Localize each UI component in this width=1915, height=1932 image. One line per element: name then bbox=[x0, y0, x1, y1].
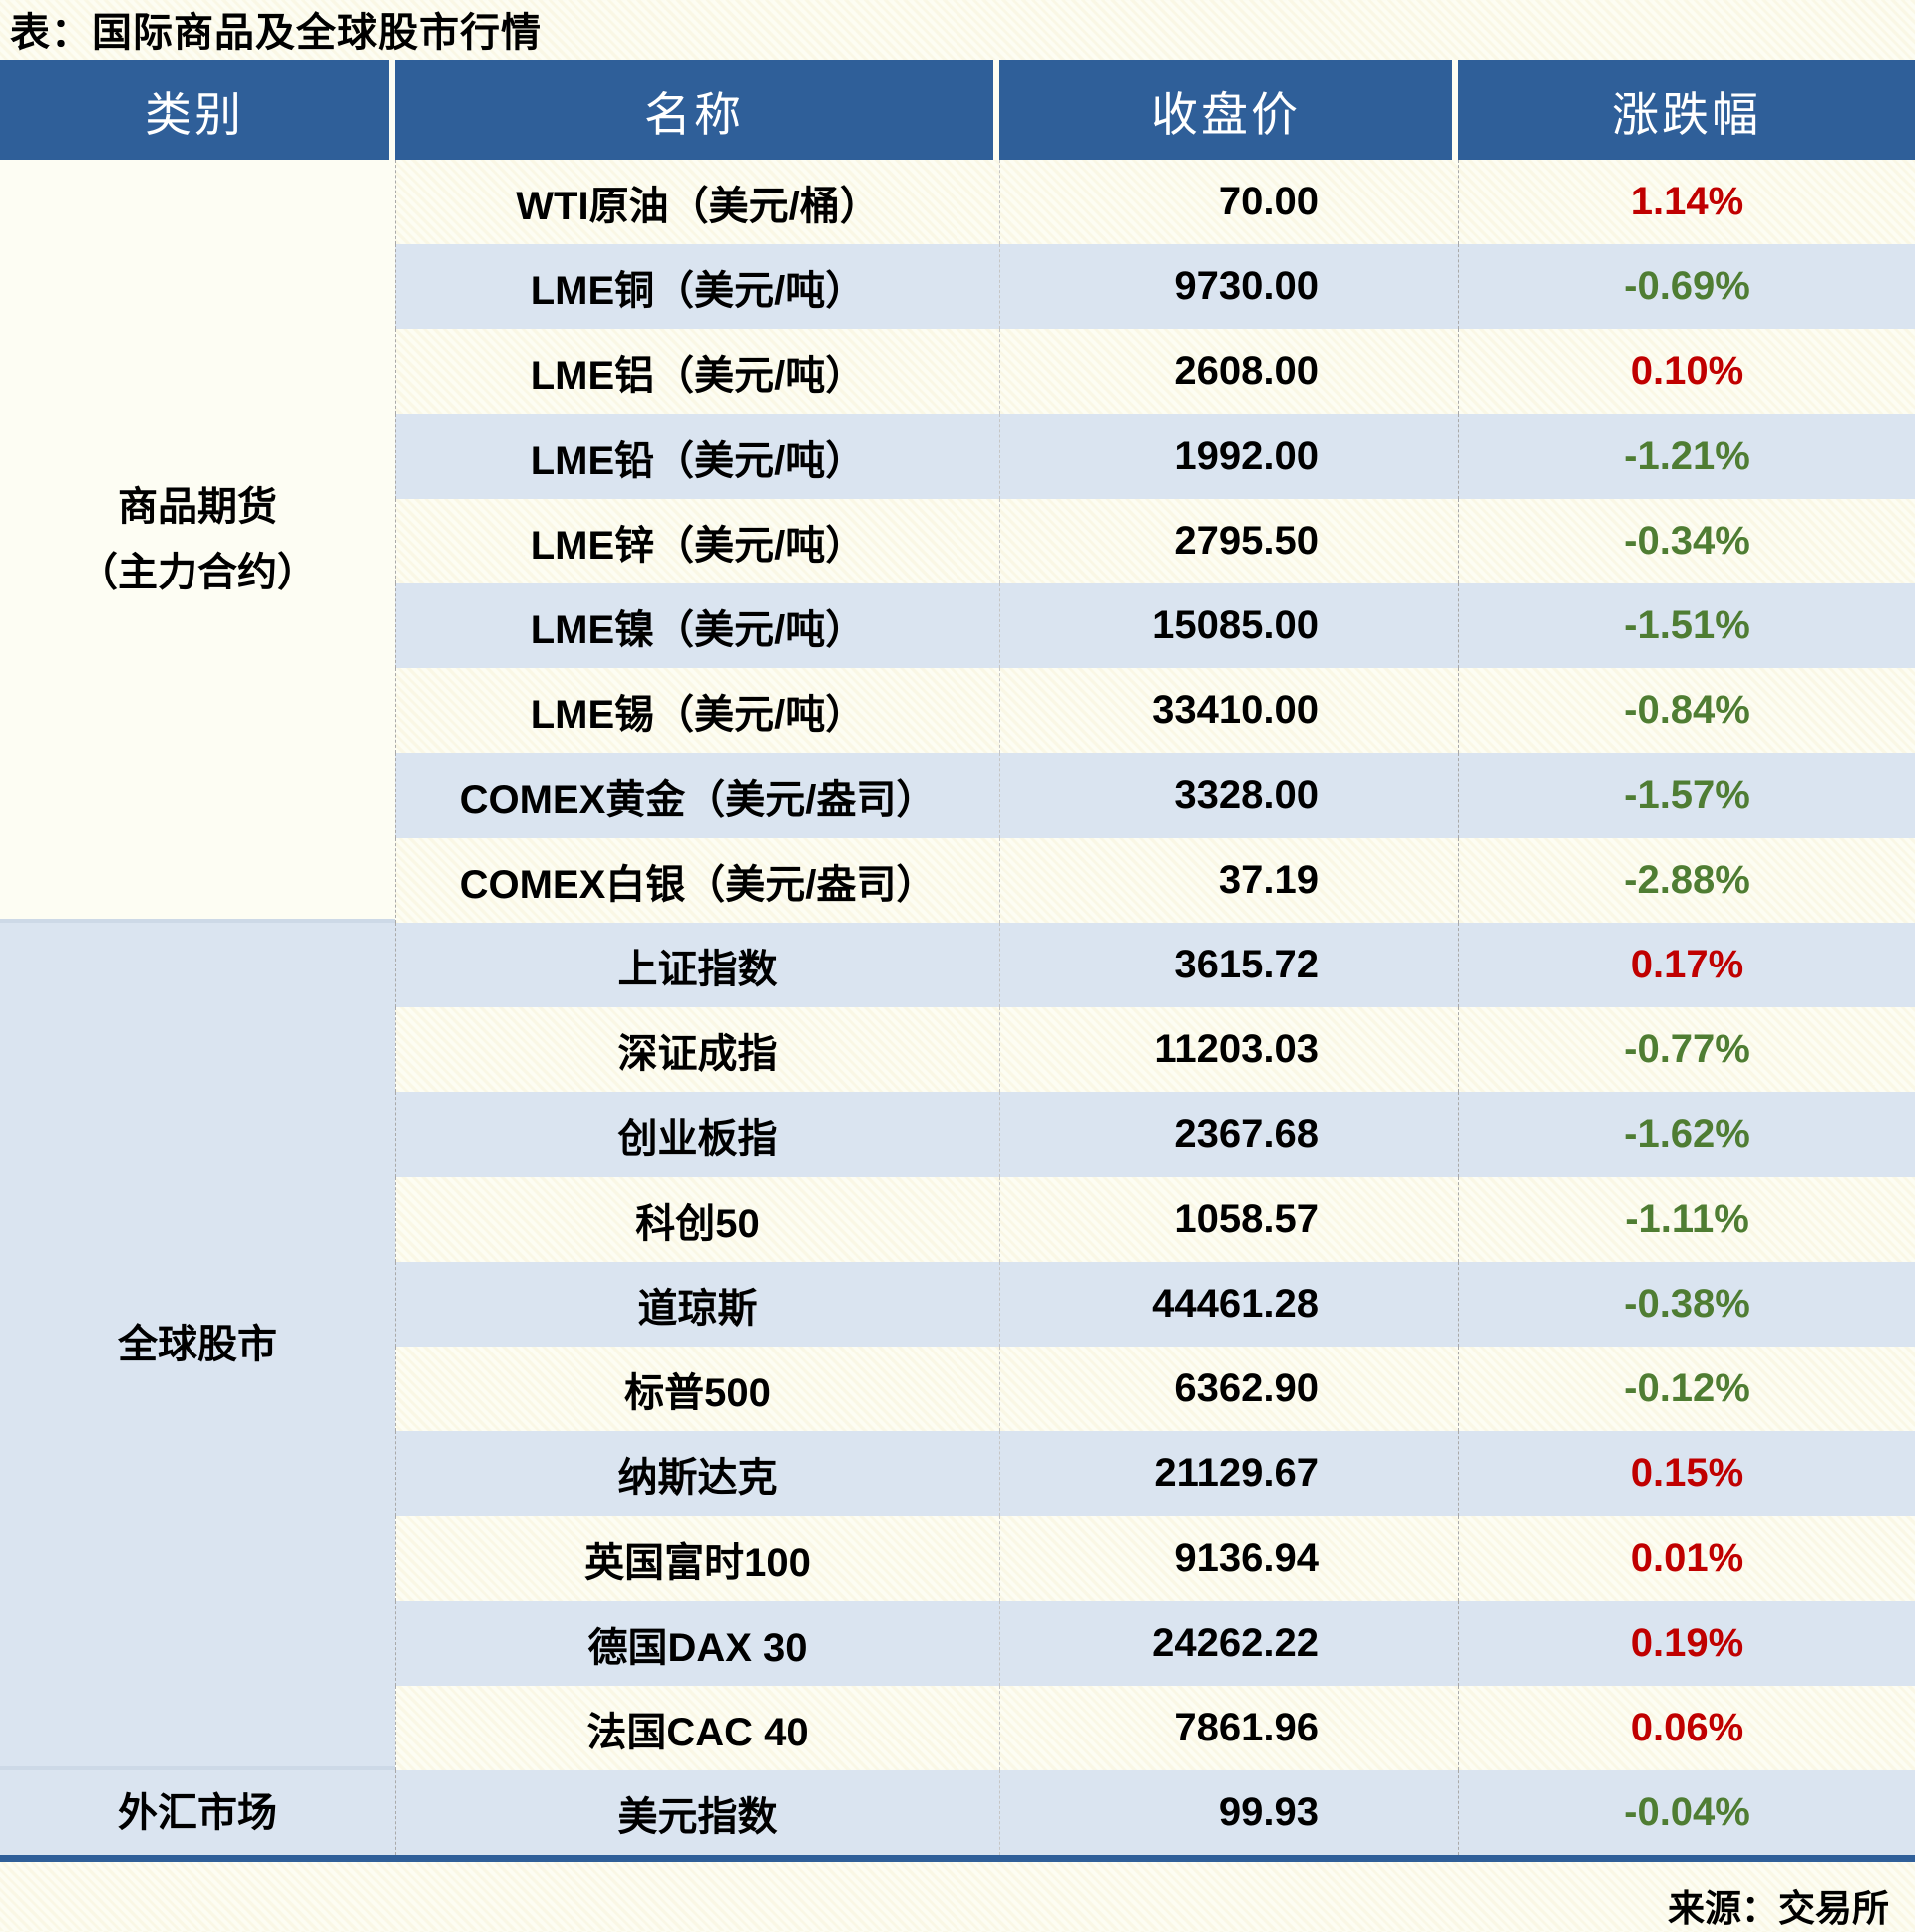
table-row: COMEX黄金（美元/盎司） 3328.00 -1.57% bbox=[0, 753, 1915, 838]
header-change: 涨跌幅 bbox=[1458, 60, 1915, 160]
table-row: LME铜（美元/吨） 9730.00 -0.69% bbox=[0, 244, 1915, 329]
category-cell-forex: 外汇市场 bbox=[0, 1770, 395, 1855]
change-percent: -1.57% bbox=[1458, 753, 1915, 838]
header-name: 名称 bbox=[395, 60, 999, 160]
change-percent: 0.01% bbox=[1458, 1516, 1915, 1601]
source-note: 来源：交易所 bbox=[1668, 1888, 1889, 1929]
table-row: COMEX白银（美元/盎司） 37.19 -2.88% bbox=[0, 838, 1915, 923]
change-percent: 0.06% bbox=[1458, 1686, 1915, 1770]
change-percent: -2.88% bbox=[1458, 838, 1915, 923]
change-percent: 0.15% bbox=[1458, 1431, 1915, 1516]
table-row: LME锡（美元/吨） 33410.00 -0.84% bbox=[0, 668, 1915, 753]
instrument-name: LME铝（美元/吨） bbox=[395, 329, 999, 414]
close-price: 2367.68 bbox=[999, 1092, 1458, 1177]
close-price: 1992.00 bbox=[999, 414, 1458, 499]
close-price: 70.00 bbox=[999, 160, 1458, 244]
close-price: 11203.03 bbox=[999, 1007, 1458, 1092]
change-percent: 0.10% bbox=[1458, 329, 1915, 414]
close-price: 2795.50 bbox=[999, 499, 1458, 583]
change-percent: -1.21% bbox=[1458, 414, 1915, 499]
instrument-name: 上证指数 bbox=[395, 923, 999, 1007]
instrument-name: WTI原油（美元/桶） bbox=[395, 160, 999, 244]
instrument-name: 深证成指 bbox=[395, 1007, 999, 1092]
table-row: 道琼斯 44461.28 -0.38% bbox=[0, 1262, 1915, 1347]
header-close: 收盘价 bbox=[999, 60, 1458, 160]
table-row: LME铅（美元/吨） 1992.00 -1.21% bbox=[0, 414, 1915, 499]
instrument-name: LME铅（美元/吨） bbox=[395, 414, 999, 499]
close-price: 9136.94 bbox=[999, 1516, 1458, 1601]
market-table: 类别 名称 收盘价 涨跌幅 商品期货 （主力合约） WTI原油（美元/桶） 70… bbox=[0, 60, 1915, 1855]
table-row: 全球股市 上证指数 3615.72 0.17% bbox=[0, 923, 1915, 1770]
close-price: 37.19 bbox=[999, 838, 1458, 923]
change-percent: -0.04% bbox=[1458, 1770, 1915, 1855]
instrument-name: 创业板指 bbox=[395, 1092, 999, 1177]
close-price: 7861.96 bbox=[999, 1686, 1458, 1770]
instrument-name: LME铜（美元/吨） bbox=[395, 244, 999, 329]
change-percent: -0.77% bbox=[1458, 1007, 1915, 1092]
change-percent: -0.69% bbox=[1458, 244, 1915, 329]
close-price: 3328.00 bbox=[999, 753, 1458, 838]
category-cell-global-stocks: 全球股市 bbox=[0, 923, 395, 1770]
instrument-name: 纳斯达克 bbox=[395, 1431, 999, 1516]
table-row: 英国富时100 9136.94 0.01% bbox=[0, 1516, 1915, 1601]
close-price: 99.93 bbox=[999, 1770, 1458, 1855]
table-bottom-rule bbox=[0, 1855, 1915, 1862]
table-row: 商品期货 （主力合约） WTI原油（美元/桶） 70.00 1.14% bbox=[0, 160, 1915, 923]
instrument-name: 美元指数 bbox=[395, 1770, 999, 1855]
close-price: 33410.00 bbox=[999, 668, 1458, 753]
table-row: LME铝（美元/吨） 2608.00 0.10% bbox=[0, 329, 1915, 414]
table-row: 深证成指 11203.03 -0.77% bbox=[0, 1007, 1915, 1092]
change-percent: 0.19% bbox=[1458, 1601, 1915, 1686]
instrument-name: LME锌（美元/吨） bbox=[395, 499, 999, 583]
table-row: 标普500 6362.90 -0.12% bbox=[0, 1347, 1915, 1431]
change-percent: -0.12% bbox=[1458, 1347, 1915, 1431]
change-percent: 0.17% bbox=[1458, 923, 1915, 1007]
table-row: LME锌（美元/吨） 2795.50 -0.34% bbox=[0, 499, 1915, 583]
instrument-name: 法国CAC 40 bbox=[395, 1686, 999, 1770]
instrument-name: 德国DAX 30 bbox=[395, 1601, 999, 1686]
close-price: 15085.00 bbox=[999, 583, 1458, 668]
instrument-name: 道琼斯 bbox=[395, 1262, 999, 1347]
table-row: 法国CAC 40 7861.96 0.06% bbox=[0, 1686, 1915, 1770]
change-percent: -0.38% bbox=[1458, 1262, 1915, 1347]
close-price: 3615.72 bbox=[999, 923, 1458, 1007]
close-price: 6362.90 bbox=[999, 1347, 1458, 1431]
table-row: LME镍（美元/吨） 15085.00 -1.51% bbox=[0, 583, 1915, 668]
table-row: 科创50 1058.57 -1.11% bbox=[0, 1177, 1915, 1262]
change-percent: -0.84% bbox=[1458, 668, 1915, 753]
close-price: 1058.57 bbox=[999, 1177, 1458, 1262]
change-percent: -1.62% bbox=[1458, 1092, 1915, 1177]
table-row: 德国DAX 30 24262.22 0.19% bbox=[0, 1601, 1915, 1686]
instrument-name: 英国富时100 bbox=[395, 1516, 999, 1601]
close-price: 21129.67 bbox=[999, 1431, 1458, 1516]
category-cell-commodities: 商品期货 （主力合约） bbox=[0, 160, 395, 923]
change-percent: -1.11% bbox=[1458, 1177, 1915, 1262]
close-price: 2608.00 bbox=[999, 329, 1458, 414]
instrument-name: 科创50 bbox=[395, 1177, 999, 1262]
close-price: 24262.22 bbox=[999, 1601, 1458, 1686]
instrument-name: LME锡（美元/吨） bbox=[395, 668, 999, 753]
change-percent: -0.34% bbox=[1458, 499, 1915, 583]
instrument-name: LME镍（美元/吨） bbox=[395, 583, 999, 668]
instrument-name: 标普500 bbox=[395, 1347, 999, 1431]
close-price: 44461.28 bbox=[999, 1262, 1458, 1347]
page-title: 表：国际商品及全球股市行情 bbox=[10, 11, 542, 55]
table-row: 创业板指 2367.68 -1.62% bbox=[0, 1092, 1915, 1177]
table-row: 纳斯达克 21129.67 0.15% bbox=[0, 1431, 1915, 1516]
table-row: 外汇市场 美元指数 99.93 -0.04% bbox=[0, 1770, 1915, 1855]
instrument-name: COMEX白银（美元/盎司） bbox=[395, 838, 999, 923]
close-price: 9730.00 bbox=[999, 244, 1458, 329]
change-percent: -1.51% bbox=[1458, 583, 1915, 668]
header-row: 类别 名称 收盘价 涨跌幅 bbox=[0, 60, 1915, 160]
header-category: 类别 bbox=[0, 60, 395, 160]
change-percent: 1.14% bbox=[1458, 160, 1915, 244]
instrument-name: COMEX黄金（美元/盎司） bbox=[395, 753, 999, 838]
